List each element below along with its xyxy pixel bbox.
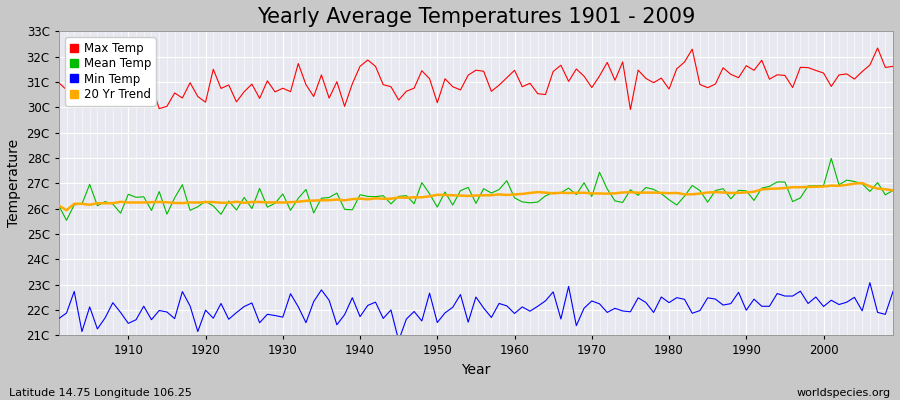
Title: Yearly Average Temperatures 1901 - 2009: Yearly Average Temperatures 1901 - 2009 (256, 7, 695, 27)
Text: worldspecies.org: worldspecies.org (796, 388, 891, 398)
Text: Latitude 14.75 Longitude 106.25: Latitude 14.75 Longitude 106.25 (9, 388, 192, 398)
X-axis label: Year: Year (461, 363, 491, 377)
Y-axis label: Temperature: Temperature (7, 139, 21, 228)
Legend: Max Temp, Mean Temp, Min Temp, 20 Yr Trend: Max Temp, Mean Temp, Min Temp, 20 Yr Tre… (65, 37, 156, 106)
